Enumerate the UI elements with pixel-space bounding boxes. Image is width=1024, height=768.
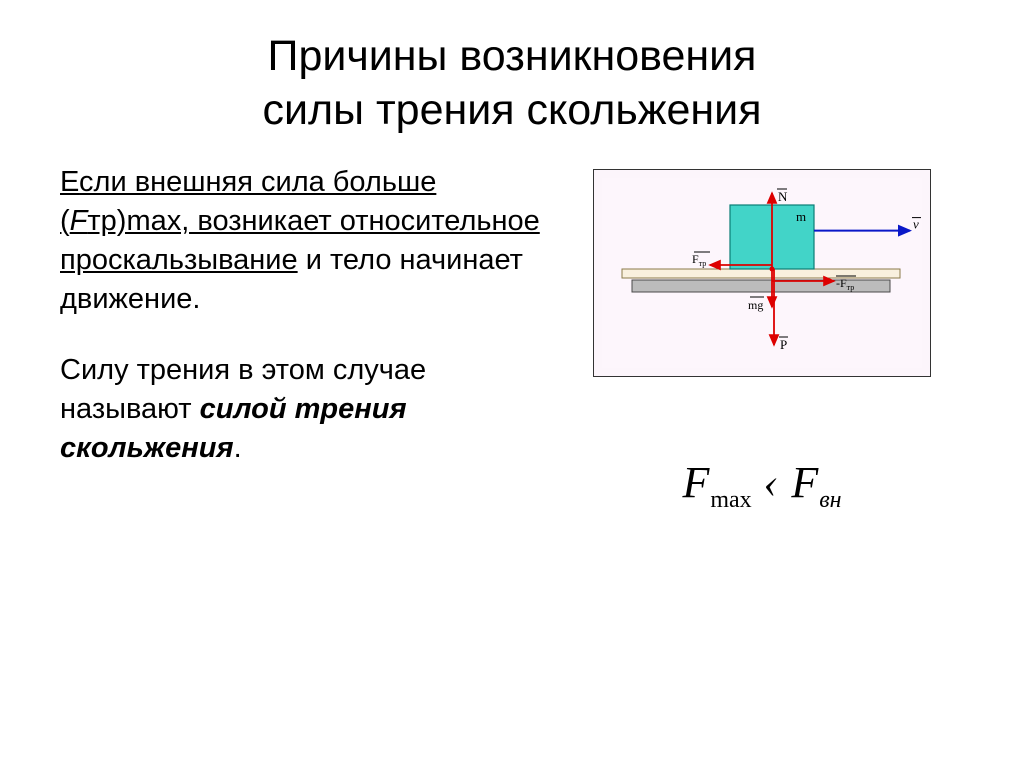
inequality-formula: Fmax ‹ Fвн: [682, 457, 841, 514]
slide-title: Причины возникновения силы трения скольж…: [60, 30, 964, 138]
friction-diagram: NmgPFтр-Fтрvm: [602, 178, 922, 368]
text-column: Если внешняя сила больше (Fтр)max, возни…: [60, 163, 540, 514]
svg-text:P: P: [780, 337, 787, 352]
paragraph-2: Силу трения в этом случае называют силой…: [60, 351, 540, 468]
svg-text:Fтр: Fтр: [692, 252, 706, 268]
svg-text:mg: mg: [748, 298, 763, 312]
title-line1: Причины возникновения: [268, 32, 757, 80]
content-row: Если внешняя сила больше (Fтр)max, возни…: [60, 163, 964, 514]
svg-text:N: N: [778, 189, 788, 204]
svg-text:v: v: [913, 216, 919, 231]
paragraph-1: Если внешняя сила больше (Fтр)max, возни…: [60, 163, 540, 320]
svg-text:m: m: [796, 209, 806, 224]
diagram-frame: NmgPFтр-Fтрvm: [593, 169, 931, 377]
figure-column: NmgPFтр-Fтрvm Fmax ‹ Fвн: [560, 163, 964, 514]
title-line2: силы трения скольжения: [263, 86, 762, 134]
